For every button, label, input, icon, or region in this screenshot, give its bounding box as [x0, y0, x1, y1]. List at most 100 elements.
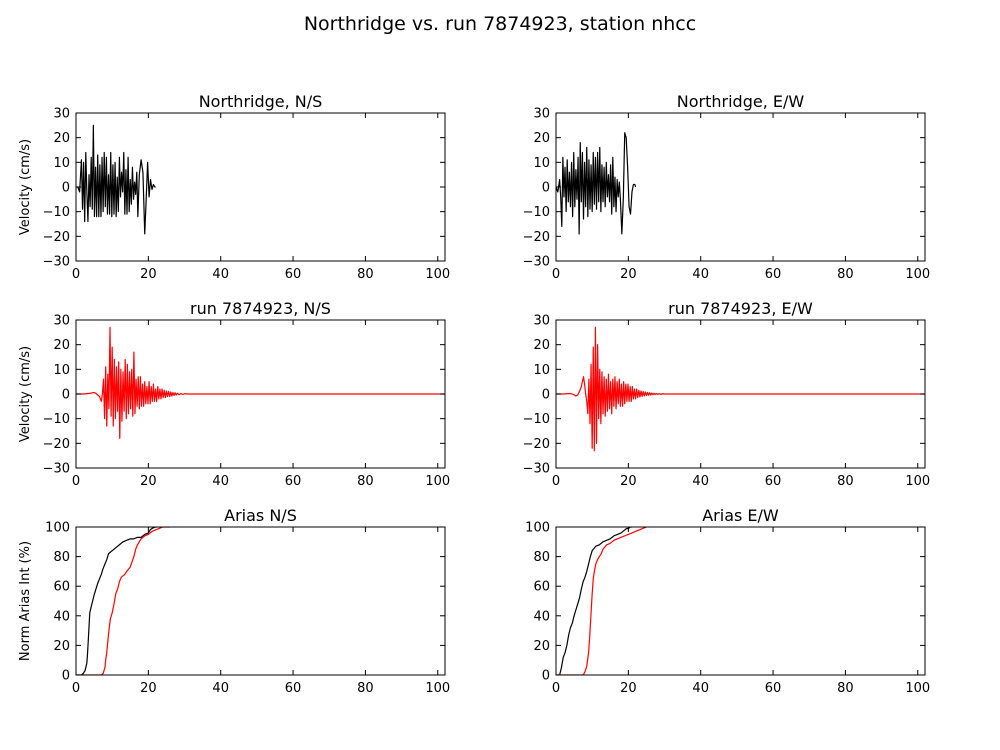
y-tick-label: 80: [53, 550, 70, 565]
x-tick-label: 0: [552, 474, 560, 489]
y-tick-label: 10: [533, 156, 550, 171]
y-tick-label: 30: [533, 314, 550, 329]
x-tick-label: 40: [692, 267, 709, 282]
y-tick-label: 30: [533, 107, 550, 122]
x-tick-label: 60: [765, 681, 782, 696]
y-tick-label: 10: [533, 363, 550, 378]
y-tick-label: 100: [45, 521, 70, 536]
x-tick-label: 60: [765, 474, 782, 489]
y-tick-label: 30: [53, 107, 70, 122]
y-tick-label: 40: [533, 609, 550, 624]
y-tick-label: 20: [53, 131, 70, 146]
x-tick-label: 0: [552, 267, 560, 282]
y-axis-label: Velocity (cm/s): [18, 139, 33, 235]
series-line-1: [556, 132, 637, 235]
series-line-1: [556, 326, 925, 452]
y-tick-label: 40: [53, 609, 70, 624]
subplot-title: Northridge, E/W: [677, 92, 805, 111]
x-tick-label: 60: [285, 267, 302, 282]
x-tick-label: 100: [425, 681, 450, 696]
y-tick-label: −30: [43, 255, 70, 270]
series-line-1: [76, 124, 156, 235]
y-tick-label: 0: [62, 669, 70, 684]
y-tick-label: 80: [533, 550, 550, 565]
y-tick-label: −20: [43, 230, 70, 245]
series-line-1: [556, 527, 632, 675]
y-tick-label: −30: [523, 255, 550, 270]
y-tick-label: −20: [523, 437, 550, 452]
x-tick-label: 100: [425, 474, 450, 489]
subplot-5: 0 20 40 60 80 100 0 20 40 60 80 100 Arias N/S Norm Ar…: [18, 506, 450, 696]
x-tick-label: 60: [285, 681, 302, 696]
x-tick-label: 80: [837, 267, 854, 282]
y-tick-label: 20: [533, 131, 550, 146]
axes-frame: [555, 526, 926, 676]
y-tick-label: 20: [533, 338, 550, 353]
series-line-1: [76, 326, 445, 439]
series-line-2: [76, 527, 171, 675]
y-tick-label: 20: [53, 338, 70, 353]
x-tick-label: 60: [285, 474, 302, 489]
subplot-title: run 7874923, N/S: [190, 299, 331, 318]
y-tick-label: 0: [542, 388, 550, 403]
x-tick-label: 40: [212, 681, 229, 696]
y-tick-label: −10: [43, 205, 70, 220]
x-tick-label: 80: [357, 267, 374, 282]
x-tick-label: 20: [620, 681, 637, 696]
subplot-title: Northridge, N/S: [199, 92, 323, 111]
y-tick-label: −10: [43, 412, 70, 427]
subplot-2: 0 20 40 60 80 100 −30 −20 −10 0 10 20 30 Northridge, …: [523, 92, 931, 282]
y-tick-label: 0: [62, 181, 70, 196]
axes-frame: [75, 526, 446, 676]
x-tick-label: 40: [212, 474, 229, 489]
series-line-1: [76, 527, 158, 675]
x-tick-label: 100: [905, 474, 930, 489]
x-tick-label: 100: [425, 267, 450, 282]
x-tick-label: 80: [357, 474, 374, 489]
x-tick-label: 20: [140, 267, 157, 282]
y-tick-label: −20: [43, 437, 70, 452]
y-tick-label: 0: [62, 388, 70, 403]
y-tick-label: 0: [542, 669, 550, 684]
x-tick-label: 0: [72, 267, 80, 282]
y-tick-label: 60: [53, 580, 70, 595]
x-tick-label: 80: [837, 681, 854, 696]
subplot-6: 0 20 40 60 80 100 0 20 40 60 80 100 Arias E/W: [525, 506, 930, 696]
y-tick-label: −30: [523, 462, 550, 477]
y-tick-label: −10: [523, 412, 550, 427]
x-tick-label: 80: [357, 681, 374, 696]
y-tick-label: 10: [53, 156, 70, 171]
x-tick-label: 40: [692, 474, 709, 489]
x-tick-label: 20: [140, 474, 157, 489]
subplot-4: 0 20 40 60 80 100 −30 −20 −10 0 10 20 30 run 7874923,…: [523, 299, 931, 489]
x-tick-label: 100: [905, 681, 930, 696]
y-axis-label: Norm Arias Int (%): [18, 541, 33, 661]
x-tick-label: 100: [905, 267, 930, 282]
subplot-title: Arias N/S: [224, 506, 297, 525]
subplot-1: 0 20 40 60 80 100 −30 −20 −10 0 10 20 30 Northridge, …: [18, 92, 450, 282]
figure-title: Northridge vs. run 7874923, station nhcc: [304, 13, 696, 35]
x-tick-label: 60: [765, 267, 782, 282]
subplot-title: Arias E/W: [702, 506, 779, 525]
x-tick-label: 40: [212, 267, 229, 282]
x-tick-label: 40: [692, 681, 709, 696]
x-tick-label: 20: [620, 474, 637, 489]
y-tick-label: −10: [523, 205, 550, 220]
y-tick-label: 20: [533, 639, 550, 654]
subplot-title: run 7874923, E/W: [668, 299, 813, 318]
y-tick-label: 60: [533, 580, 550, 595]
subplot-3: 0 20 40 60 80 100 −30 −20 −10 0 10 20 30 run 7874923,…: [18, 299, 450, 489]
y-tick-label: −30: [43, 462, 70, 477]
y-axis-label: Velocity (cm/s): [18, 346, 33, 442]
x-tick-label: 0: [72, 474, 80, 489]
x-tick-label: 80: [837, 474, 854, 489]
y-tick-label: 10: [53, 363, 70, 378]
y-tick-label: 20: [53, 639, 70, 654]
y-tick-label: −20: [523, 230, 550, 245]
x-tick-label: 20: [620, 267, 637, 282]
x-tick-label: 0: [72, 681, 80, 696]
series-line-2: [556, 527, 647, 675]
y-tick-label: 100: [525, 521, 550, 536]
y-tick-label: 30: [53, 314, 70, 329]
